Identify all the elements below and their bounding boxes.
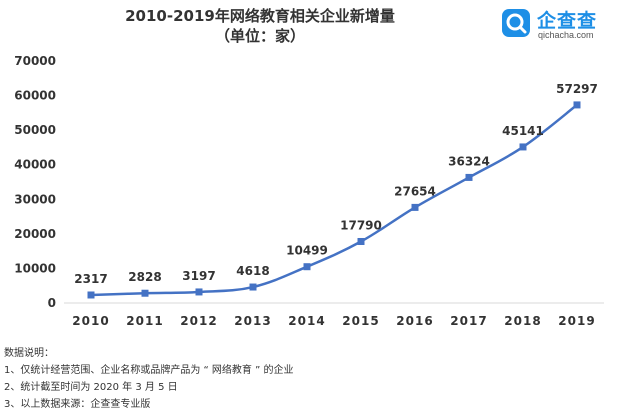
note-item: 2、统计截至时间为 2020 年 3 月 5 日 bbox=[4, 382, 178, 393]
data-label: 2828 bbox=[128, 270, 161, 284]
brand-logo: 企查查 qichacha.com bbox=[501, 4, 613, 44]
data-label: 4618 bbox=[236, 264, 269, 278]
qichacha-logo-icon bbox=[502, 9, 530, 37]
data-label: 36324 bbox=[448, 154, 490, 168]
y-tick-label: 60000 bbox=[14, 89, 56, 103]
series-line bbox=[90, 103, 578, 297]
y-tick-label: 40000 bbox=[14, 158, 56, 172]
data-point-marker bbox=[303, 263, 311, 271]
data-point-marker bbox=[411, 203, 419, 211]
line-chart: 0 10000 20000 30000 40000 50000 60000 70000 2010… bbox=[14, 54, 604, 328]
chart-title: 2010-2019年网络教育相关企业新增量 （单位：家） bbox=[0, 6, 520, 46]
data-point-marker bbox=[465, 173, 473, 181]
data-point-marker bbox=[195, 288, 203, 296]
x-tick-label: 2016 bbox=[396, 314, 433, 328]
data-label: 2317 bbox=[74, 272, 107, 286]
notes-heading: 数据说明： bbox=[4, 348, 54, 359]
data-label: 3197 bbox=[182, 269, 215, 283]
x-tick-label: 2011 bbox=[126, 314, 163, 328]
y-tick-label: 50000 bbox=[14, 123, 56, 137]
data-point-marker bbox=[141, 289, 149, 297]
data-label: 27654 bbox=[394, 184, 436, 198]
data-label: 45141 bbox=[502, 124, 544, 138]
x-tick-label: 2017 bbox=[450, 314, 487, 328]
y-tick-label: 0 bbox=[48, 296, 56, 310]
x-tick-label: 2012 bbox=[180, 314, 217, 328]
brand-domain: qichacha.com bbox=[538, 30, 594, 40]
y-tick-label: 30000 bbox=[14, 192, 56, 206]
data-point-marker bbox=[573, 101, 581, 109]
data-notes: 数据说明： 1、仅统计经营范围、企业名称或品牌产品为 “ 网络教育 ” 的企业 … bbox=[4, 345, 293, 413]
x-tick-label: 2019 bbox=[558, 314, 595, 328]
x-tick-label: 2010 bbox=[72, 314, 109, 328]
data-label: 10499 bbox=[286, 244, 328, 258]
data-label: 57297 bbox=[556, 82, 598, 96]
note-item: 3、以上数据来源：企查查专业版 bbox=[4, 399, 151, 410]
y-tick-label: 70000 bbox=[14, 54, 56, 68]
y-tick-label: 10000 bbox=[14, 261, 56, 275]
x-tick-label: 2013 bbox=[234, 314, 271, 328]
note-item: 1、仅统计经营范围、企业名称或品牌产品为 “ 网络教育 ” 的企业 bbox=[4, 365, 294, 376]
brand-name: 企查查 bbox=[537, 10, 598, 32]
data-point-marker bbox=[87, 291, 95, 299]
data-label: 17790 bbox=[340, 218, 382, 232]
x-tick-label: 2018 bbox=[504, 314, 541, 328]
data-point-marker bbox=[249, 283, 257, 291]
chart-title-line1: 2010-2019年网络教育相关企业新增量 bbox=[125, 7, 395, 25]
x-tick-label: 2014 bbox=[288, 314, 325, 328]
x-tick-label: 2015 bbox=[342, 314, 379, 328]
data-point-marker bbox=[519, 143, 527, 151]
y-tick-label: 20000 bbox=[14, 227, 56, 241]
chart-title-line2: （单位：家） bbox=[214, 27, 305, 45]
data-point-marker bbox=[357, 237, 365, 245]
